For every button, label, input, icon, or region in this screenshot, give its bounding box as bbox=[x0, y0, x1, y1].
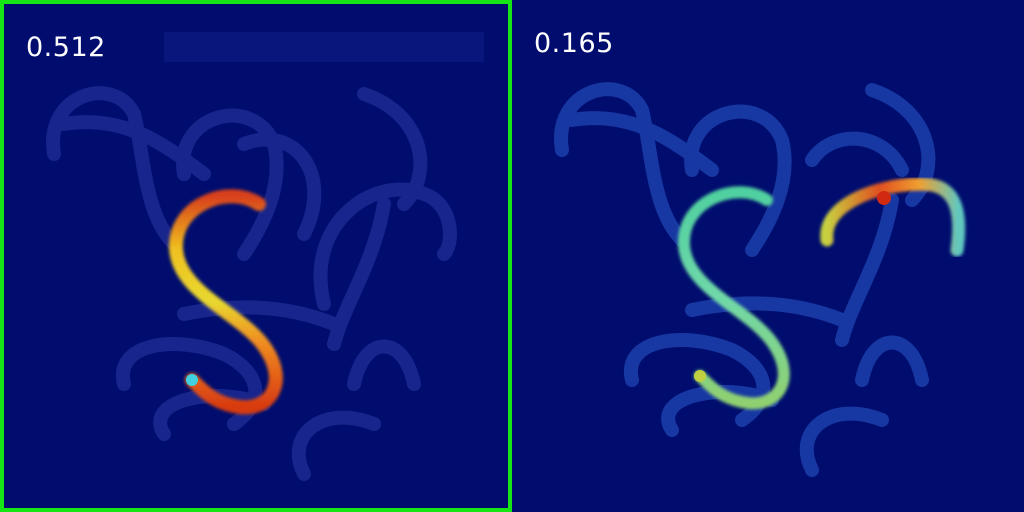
hook-tip bbox=[694, 370, 706, 382]
hook-tip bbox=[186, 374, 198, 386]
heatmap-left bbox=[4, 4, 512, 512]
heatmap-panel-right[interactable]: 0.165 bbox=[512, 0, 1024, 512]
background-hooks bbox=[561, 89, 928, 470]
heatmap-panel-left[interactable]: 0.512 bbox=[0, 0, 512, 512]
heatmap-right bbox=[512, 0, 1024, 512]
score-label: 0.512 bbox=[26, 32, 106, 63]
hot-spot bbox=[877, 191, 891, 205]
background-hooks bbox=[53, 93, 450, 474]
noise-band bbox=[164, 32, 484, 62]
score-label: 0.165 bbox=[534, 28, 614, 59]
